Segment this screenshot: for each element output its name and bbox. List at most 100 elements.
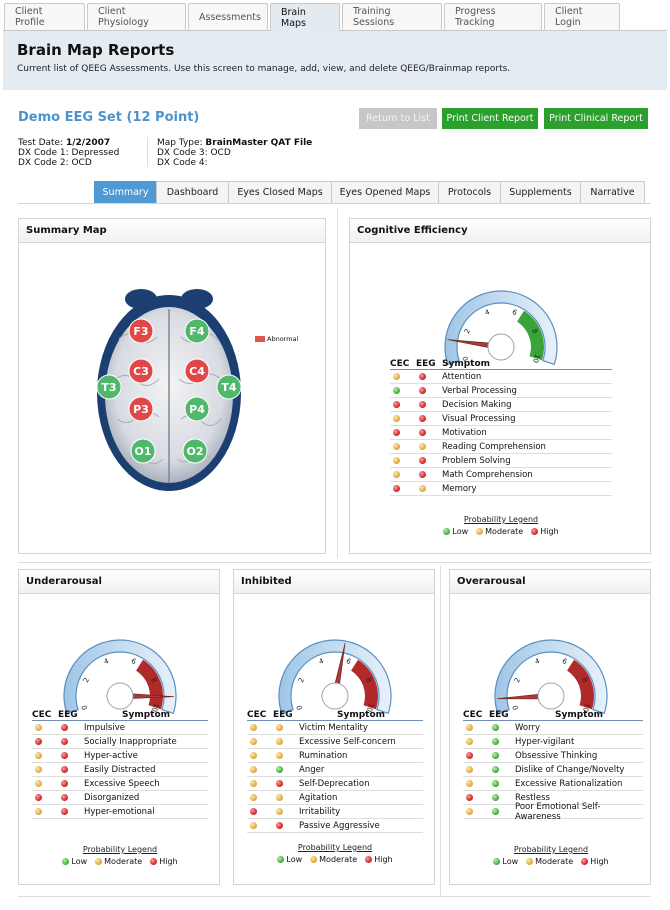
symptom-label: Attention [442,371,482,382]
tab-training-sessions[interactable]: Training Sessions [342,3,442,30]
cec-cell [463,724,489,731]
tab-progress-tracking[interactable]: Progress Tracking [444,3,542,30]
table-row: Excessive Speech [32,777,208,791]
abnormal-swatch [255,336,265,342]
cec-cell [390,401,416,408]
symptom-header: Symptom [554,709,604,720]
cec-cell [463,808,489,815]
tab-client-login[interactable]: Client Login [544,3,620,30]
eeg-cell [416,471,442,478]
table-row: Dislike of Change/Novelty [463,763,643,777]
test-info-left: Test Date: 1/2/2007 DX Code 1: Depressed… [18,138,119,168]
cognitive-symptom-table: CEC EEG Symptom Attention Verbal Processing D… [390,358,612,496]
eeg-indicator [419,485,426,492]
cognitive-gauge: 0 2 4 6 8 10 [444,290,558,365]
tab-protocols[interactable]: Protocols [438,181,501,204]
eeg-indicator [276,766,283,773]
inhibited-symptom-table: CEC EEG Symptom Victim Mentality Excessive S… [247,709,423,833]
cec-indicator [250,822,257,829]
electrode-t4: T4 [216,374,242,400]
print-clinical-report-button[interactable]: Print Clinical Report [544,108,648,129]
dx-code-3: DX Code 3: OCD [157,148,231,158]
symptom-label: Self-Deprecation [299,778,370,789]
electrode-group: F3 F4 C3 C4 T3 T4 P3 P4 O1 O2 [96,318,242,464]
eeg-indicator [492,752,499,759]
eeg-cell [489,738,515,745]
symptom-label: Excessive Rationalization [515,778,623,789]
gauge-tick-label: 10 [531,353,541,364]
tab-dashboard[interactable]: Dashboard [156,181,229,204]
svg-text:C4: C4 [189,365,205,378]
eeg-cell [273,822,299,829]
eeg-indicator [276,738,283,745]
return-to-list-button[interactable]: Return to List [359,108,437,129]
symptom-label: Hyper-emotional [84,806,155,817]
tab-narrative[interactable]: Narrative [580,181,645,204]
print-client-report-button[interactable]: Print Client Report [442,108,538,129]
cec-indicator [35,752,42,759]
table-row: Agitation [247,791,423,805]
tab-client-physiology[interactable]: Client Physiology [87,3,186,30]
symptom-label: Worry [515,722,540,733]
test-date-label: Test Date: [18,138,66,148]
row-divider [18,562,651,563]
tab-supplements[interactable]: Supplements [500,181,581,204]
tab-summary[interactable]: Summary [94,181,157,204]
table-row: Hyper-emotional [32,805,208,819]
svg-text:P3: P3 [133,403,149,416]
cec-cell [247,822,273,829]
electrode-t3: T3 [96,374,122,400]
inhibited-gauge: 0 2 4 6 8 10 [278,639,392,714]
symptom-label: Hyper-vigilant [515,736,575,747]
svg-text:T4: T4 [221,381,237,394]
legend-high-dot [581,858,589,865]
eeg-cell [416,415,442,422]
eeg-cell [273,724,299,731]
legend-low-label: Low [71,857,88,866]
legend-low-dot [443,528,451,535]
cec-indicator [35,780,42,787]
table-row: Socially Inappropriate [32,735,208,749]
summary-map-title: Summary Map [19,219,325,243]
eeg-indicator [61,808,68,815]
electrode-p3: P3 [128,396,154,422]
symptom-label: Verbal Processing [442,385,517,396]
tab-eyes-closed-maps[interactable]: Eyes Closed Maps [228,181,332,204]
table-row: Hyper-vigilant [463,735,643,749]
symptom-label: Dislike of Change/Novelty [515,764,625,775]
eeg-indicator [276,724,283,731]
legend-high-dot [365,856,373,863]
gauge-tick-label: 4 [318,657,326,666]
eeg-cell [489,766,515,773]
top-nav-tabs: Client Profile Client Physiology Assessm… [4,3,622,31]
probability-legend-items: Low Moderate High [463,857,639,866]
tab-eyes-opened-maps[interactable]: Eyes Opened Maps [331,181,439,204]
probability-legend-title: Probability Legend [297,843,373,852]
report-sub-tabs: Summary Dashboard Eyes Closed Maps Eyes … [94,181,645,204]
overarousal-probability-legend: Probability Legend Low Moderate High [463,845,639,866]
eeg-cell [416,429,442,436]
legend-moderate-label: Moderate [535,857,574,866]
cec-indicator [35,794,42,801]
eeg-indicator [419,471,426,478]
eeg-indicator [419,415,426,422]
symptom-label: Excessive Speech [84,778,160,789]
legend-moderate-label: Moderate [319,855,358,864]
eeg-indicator [61,794,68,801]
eeg-cell [273,752,299,759]
eeg-cell [416,373,442,380]
gauge-tick-label: 8 [530,328,539,335]
cec-header: CEC [247,709,267,720]
svg-text:O2: O2 [186,445,203,458]
abnormal-legend-label: Abnormal [267,335,299,343]
tab-client-profile[interactable]: Client Profile [4,3,85,30]
table-row: Decision Making [390,398,612,412]
gauge-hub [106,682,134,710]
eeg-cell [273,738,299,745]
gauge-track [63,639,177,714]
probability-legend-title: Probability Legend [513,845,589,854]
tab-assessments[interactable]: Assessments [188,3,268,30]
table-row: Rumination [247,749,423,763]
tab-brain-maps[interactable]: Brain Maps [270,3,340,31]
overarousal-panel: Overarousal 0 2 4 6 8 10 CEC EEG Symptom Worry Hy… [449,569,651,885]
